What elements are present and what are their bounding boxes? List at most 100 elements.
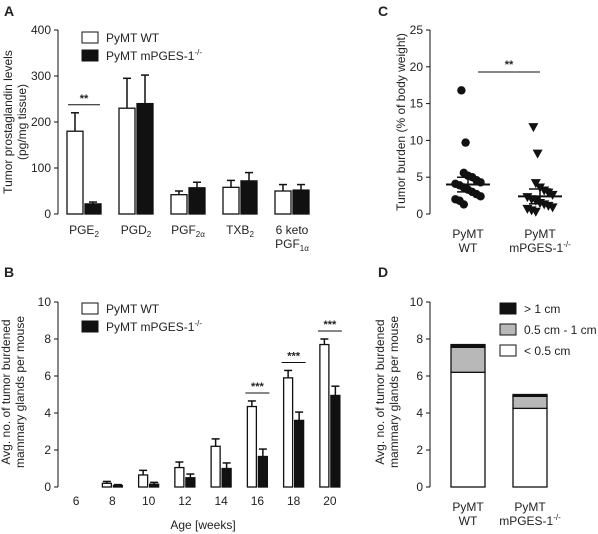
c-y-tick-label: 15 <box>410 97 424 111</box>
chart-d: 0 2 4 6 8 10 Avg. no. of tumor burdenedmammary… <box>373 295 597 528</box>
b-x-tick-label: 14 <box>214 494 228 508</box>
c-point-wt <box>457 86 466 95</box>
b-bar <box>210 445 221 488</box>
a-significance-label: ** <box>80 93 89 105</box>
d-stack-segment <box>450 343 486 348</box>
a-x-tick-label: PGE2 <box>69 223 99 239</box>
c-x-tick-label: WT <box>459 241 478 255</box>
a-y-tick-label: 300 <box>31 69 51 83</box>
c-y-tick-label: 0 <box>416 207 423 221</box>
a-y-tick-label: 0 <box>44 207 51 221</box>
b-y-tick-label: 0 <box>44 480 51 494</box>
b-bar <box>282 377 294 488</box>
a-bar <box>118 107 136 215</box>
d-legend-label: < 0.5 cm <box>524 344 570 358</box>
a-bar <box>292 189 310 215</box>
a-legend-wt-swatch <box>81 31 99 44</box>
d-legend-swatch <box>499 323 517 336</box>
c-point-ko <box>535 183 545 193</box>
b-bar <box>112 484 124 488</box>
c-point-wt <box>476 192 485 201</box>
d-stack-segment <box>512 407 548 488</box>
d-stack-segment <box>450 371 486 488</box>
b-y-tick-label: 4 <box>44 406 51 420</box>
d-y-tick-label: 0 <box>416 480 423 494</box>
b-y-tick-label: 6 <box>44 369 51 383</box>
a-x-tick-label: PGD2 <box>121 223 152 239</box>
b-significance-label: *** <box>287 350 301 362</box>
a-y-tick-label: 200 <box>31 115 51 129</box>
panel-letter-d: D <box>378 264 388 280</box>
d-stack-segment <box>512 395 548 410</box>
b-x-tick-label: 6 <box>73 494 80 508</box>
b-bar <box>330 394 341 488</box>
a-y-tick-label: 100 <box>31 161 51 175</box>
b-x-tick-label: 18 <box>287 494 301 508</box>
b-x-axis-label: Age [weeks] <box>170 518 235 532</box>
d-y-tick-label: 2 <box>416 443 423 457</box>
c-y-tick-label: 5 <box>416 170 423 184</box>
b-y-tick-label: 10 <box>38 295 52 309</box>
a-legend-ko-swatch <box>81 49 99 62</box>
c-point-ko <box>547 203 558 213</box>
c-point-ko <box>532 149 543 159</box>
b-significance-label: *** <box>251 381 265 393</box>
b-legend-ko-swatch <box>81 320 99 333</box>
d-x-tick-label: WT <box>459 514 478 528</box>
b-bar <box>174 466 185 488</box>
c-y-tick-label: 10 <box>410 133 424 147</box>
d-legend-label: 0.5 cm - 1 cm <box>524 323 597 337</box>
b-significance-label: *** <box>323 319 337 331</box>
b-bar <box>257 455 269 488</box>
c-y-axis-label: Tumor burden (% of body weight) <box>394 33 408 211</box>
a-bar <box>222 186 240 215</box>
c-point-wt <box>459 200 468 209</box>
a-bar <box>84 203 102 215</box>
b-bar <box>185 477 196 488</box>
a-bar <box>188 187 206 215</box>
d-x-tick-label: PyMT <box>514 500 546 514</box>
d-legend-label: > 1 cm <box>524 302 560 316</box>
d-y-tick-label: 4 <box>416 406 423 420</box>
b-x-tick-label: 12 <box>178 494 192 508</box>
a-x-tick-label: PGF1α <box>275 237 309 253</box>
b-bar <box>246 405 258 488</box>
b-legend-wt-swatch <box>81 302 99 315</box>
panel-letter-c: C <box>378 3 388 19</box>
d-stack-segment <box>450 346 486 373</box>
d-x-tick-label: mPGES-1-/- <box>499 513 561 528</box>
a-bar <box>136 102 154 215</box>
a-bar <box>66 130 84 215</box>
c-x-tick-label: PyMT <box>452 227 484 241</box>
d-y-axis-label: Avg. no. of tumor burdenedmammary glands… <box>373 316 401 468</box>
c-x-tick-label: PyMT <box>524 227 556 241</box>
a-bar <box>240 180 258 215</box>
panel-letter-a: A <box>4 3 14 19</box>
b-bar <box>101 482 113 488</box>
c-x-tick-label: mPGES-1-/- <box>509 240 571 255</box>
b-y-tick-label: 2 <box>44 443 51 457</box>
b-bar <box>319 343 330 488</box>
c-y-tick-label: 20 <box>410 60 424 74</box>
c-point-ko <box>530 207 541 217</box>
b-x-tick-label: 16 <box>251 494 265 508</box>
b-x-tick-label: 20 <box>323 494 337 508</box>
d-y-tick-label: 8 <box>416 332 423 346</box>
a-x-tick-label: TXB2 <box>226 223 254 239</box>
b-bar <box>221 467 232 488</box>
b-legend-ko-label: PyMT mPGES-1-/- <box>106 319 202 334</box>
b-bar <box>148 483 160 488</box>
d-x-tick-label: PyMT <box>452 500 484 514</box>
a-legend-ko-label: PyMT mPGES-1-/- <box>106 48 202 63</box>
b-legend-wt-label: PyMT WT <box>106 302 160 316</box>
a-x-tick-label: PGF2α <box>171 223 205 239</box>
a-y-tick-label: 400 <box>31 23 51 37</box>
a-x-tick-label: 6 keto <box>276 223 309 237</box>
c-point-ko <box>528 123 539 133</box>
a-legend-wt-label: PyMT WT <box>106 31 160 45</box>
chart-b: 0 2 4 6 8 10 Avg. no. of tumor burdenedmammary… <box>0 295 342 532</box>
a-bar <box>274 190 292 215</box>
